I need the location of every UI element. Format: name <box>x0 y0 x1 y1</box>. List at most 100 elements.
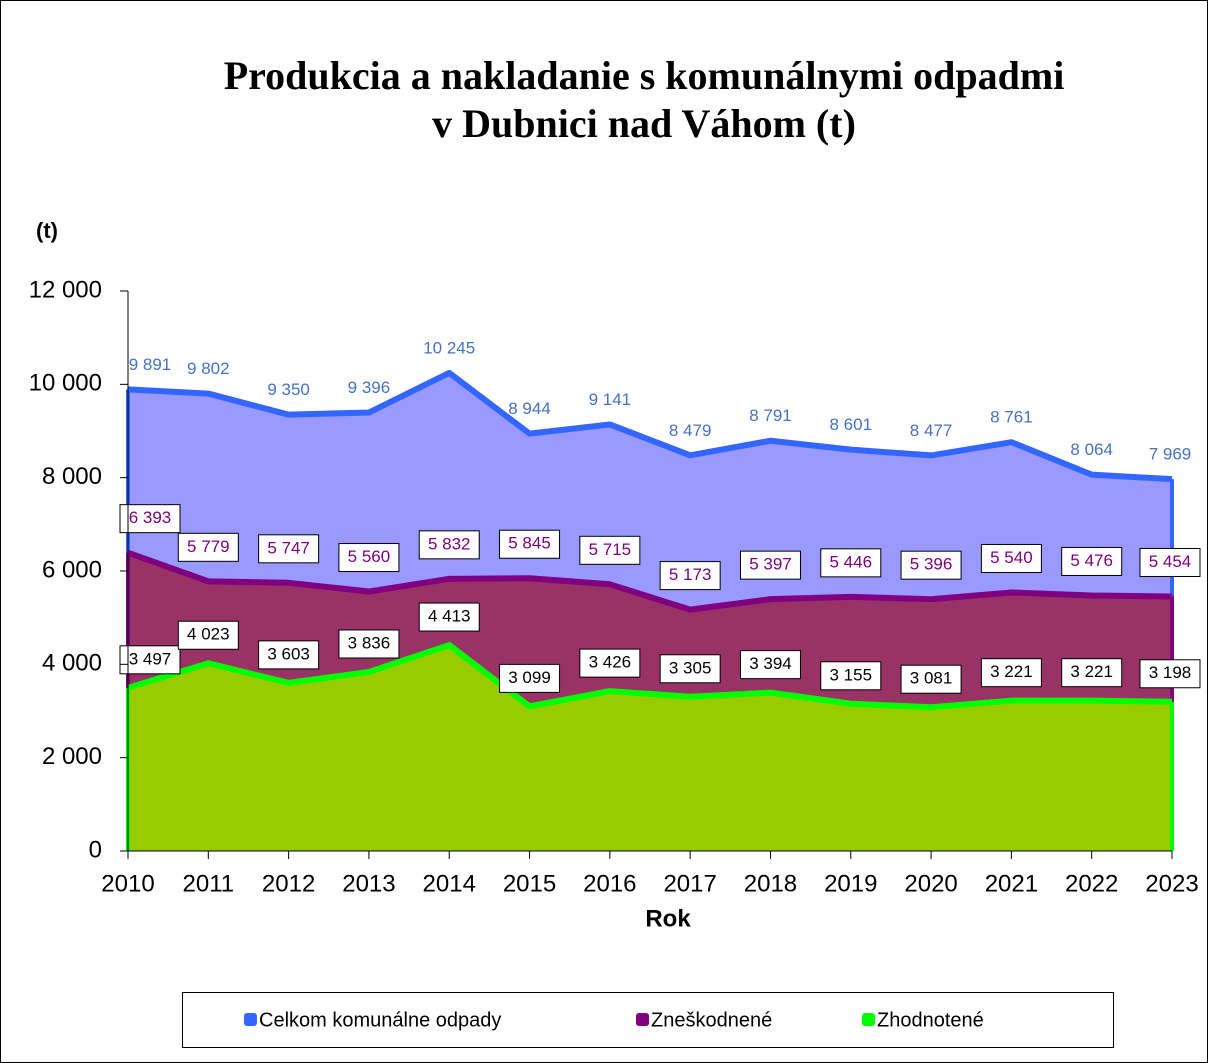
x-tick-label: 2022 <box>1065 870 1118 897</box>
value-label: 3 221 <box>1070 662 1113 681</box>
value-label-box <box>338 543 400 573</box>
x-tick-label: 2020 <box>904 870 957 897</box>
value-label-box <box>418 602 480 632</box>
y-tick-label: 8 000 <box>42 463 102 490</box>
area-line <box>127 642 1173 711</box>
value-label-box <box>119 645 181 675</box>
value-label: 3 305 <box>669 658 712 677</box>
value-label: 3 426 <box>589 653 632 672</box>
x-tick-label: 2018 <box>744 870 797 897</box>
value-label-box <box>820 661 882 691</box>
value-label: 5 397 <box>749 555 792 574</box>
value-label-box <box>1061 546 1123 576</box>
value-label: 9 396 <box>348 378 391 397</box>
x-axis-label: Rok <box>645 905 691 932</box>
value-label-box <box>177 532 239 562</box>
y-tick-label: 6 000 <box>42 556 102 583</box>
y-axis-label: (t) <box>36 218 58 243</box>
chart-title: Produkcia a nakladanie s komunálnymi odp… <box>224 53 1065 98</box>
value-label: 4 023 <box>187 625 230 644</box>
value-label-box <box>1061 658 1123 688</box>
value-label: 3 081 <box>910 669 953 688</box>
value-label-box <box>659 561 721 591</box>
value-label: 3 603 <box>267 644 310 663</box>
value-label: 5 560 <box>348 547 391 566</box>
value-label: 5 747 <box>267 538 310 557</box>
legend-swatch <box>862 1013 875 1026</box>
value-label-box <box>1139 547 1201 577</box>
value-label-box <box>418 530 480 560</box>
value-label: 5 845 <box>508 534 551 553</box>
area-line <box>127 369 1173 483</box>
value-label: 3 836 <box>348 633 391 652</box>
value-label: 3 221 <box>990 662 1033 681</box>
value-label: 9 891 <box>129 355 172 374</box>
value-label: 6 393 <box>129 508 172 527</box>
value-label: 8 944 <box>508 399 551 418</box>
value-label: 3 155 <box>829 665 872 684</box>
value-label: 5 832 <box>428 534 471 553</box>
x-tick-label: 2021 <box>985 870 1038 897</box>
value-label-box <box>499 529 561 559</box>
x-tick-label: 2015 <box>503 870 556 897</box>
value-label: 3 497 <box>129 649 172 668</box>
value-label: 10 245 <box>423 338 475 357</box>
x-tick-label: 2012 <box>262 870 315 897</box>
value-label-box <box>739 550 801 580</box>
x-tick-label: 2010 <box>101 870 154 897</box>
y-tick-label: 12 000 <box>29 276 102 303</box>
value-label: 5 454 <box>1149 552 1192 571</box>
value-label: 7 969 <box>1149 445 1192 464</box>
x-tick-label: 2016 <box>583 870 636 897</box>
x-tick-label: 2011 <box>183 870 235 897</box>
x-tick-label: 2017 <box>663 870 716 897</box>
value-label: 5 396 <box>910 555 953 574</box>
y-tick-label: 10 000 <box>29 370 102 397</box>
value-label: 5 540 <box>990 548 1033 567</box>
value-label-box <box>900 664 962 694</box>
value-label: 9 802 <box>187 359 230 378</box>
legend-label: Zneškodnené <box>651 1009 772 1031</box>
legend-swatch <box>244 1013 257 1026</box>
y-tick-label: 4 000 <box>42 650 102 677</box>
value-label: 8 064 <box>1070 440 1113 459</box>
legend-label: Zhodnotené <box>877 1009 984 1031</box>
value-label-box <box>579 535 641 565</box>
value-label: 8 601 <box>829 415 872 434</box>
y-tick-label: 2 000 <box>42 743 102 770</box>
value-label-box <box>338 629 400 659</box>
value-label-box <box>1139 659 1201 689</box>
value-label: 5 715 <box>589 540 632 559</box>
value-label: 8 761 <box>990 408 1033 427</box>
legend-label: Celkom komunálne odpady <box>259 1009 501 1031</box>
value-label-box <box>900 550 962 580</box>
value-label-box <box>499 663 561 693</box>
value-label-box <box>258 534 320 564</box>
value-label: 8 791 <box>749 406 792 425</box>
value-label: 3 198 <box>1149 663 1192 682</box>
value-label: 5 173 <box>669 565 712 584</box>
legend-swatch <box>636 1013 649 1026</box>
area-fill <box>128 645 1172 851</box>
value-label: 4 413 <box>428 607 471 626</box>
value-label: 3 394 <box>749 654 792 673</box>
x-tick-label: 2013 <box>342 870 395 897</box>
value-label-box <box>119 504 181 534</box>
value-label: 8 479 <box>669 421 712 440</box>
x-tick-label: 2019 <box>824 870 877 897</box>
value-label: 9 350 <box>267 380 310 399</box>
value-label: 8 477 <box>910 421 953 440</box>
x-tick-label: 2014 <box>423 870 476 897</box>
value-label-box <box>980 658 1042 688</box>
value-label-box <box>659 654 721 684</box>
x-tick-label: 2023 <box>1145 870 1198 897</box>
area-line <box>126 549 1173 613</box>
chart-title: v Dubnici nad Váhom (t) <box>432 101 856 146</box>
value-label: 3 099 <box>508 668 551 687</box>
value-label-box <box>579 648 641 678</box>
value-label-box <box>820 548 882 578</box>
value-label: 5 476 <box>1070 551 1113 570</box>
value-label-box <box>739 650 801 680</box>
y-tick-label: 0 <box>89 836 102 863</box>
